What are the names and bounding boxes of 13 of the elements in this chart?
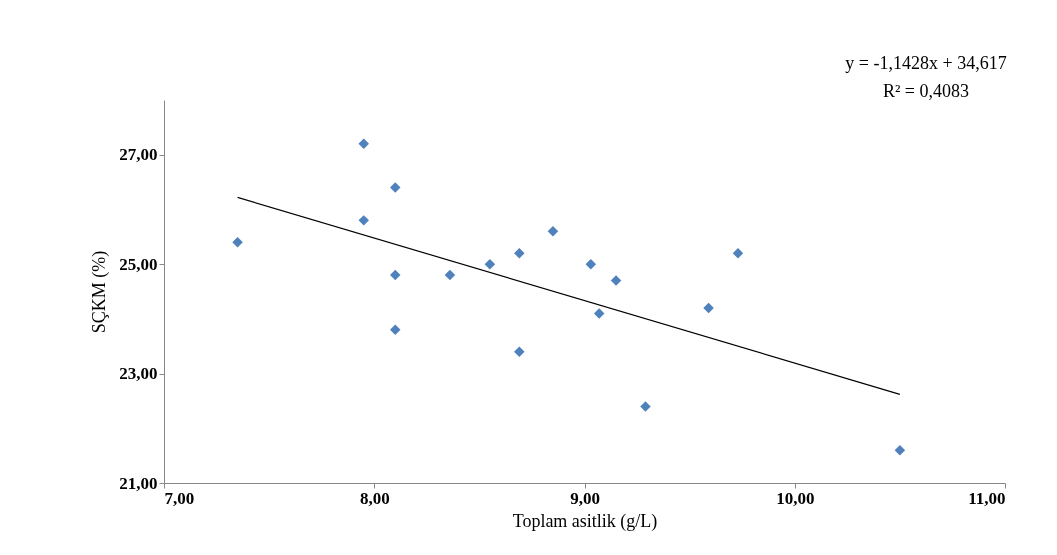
y-axis-title: SÇKM (%) (89, 250, 111, 334)
x-tick-label: 7,00 (164, 488, 195, 508)
x-tick-label: 9,00 (570, 488, 600, 508)
x-axis-title: Toplam asitlik (g/L) (512, 510, 658, 532)
y-tick-label: 23,00 (119, 364, 158, 384)
y-tick-label: 25,00 (119, 254, 158, 274)
annotation: R² = 0,4083 (882, 81, 970, 101)
y-tick-label: 21,00 (119, 473, 158, 493)
text: y = -1,1428x + 34,617 (845, 53, 1007, 73)
x-tick-label: 8,00 (359, 488, 390, 508)
x-tick-label: 10,00 (776, 488, 815, 508)
x-tick-label: 11,00 (968, 488, 1006, 508)
y-tick-label: 27,00 (119, 145, 158, 165)
